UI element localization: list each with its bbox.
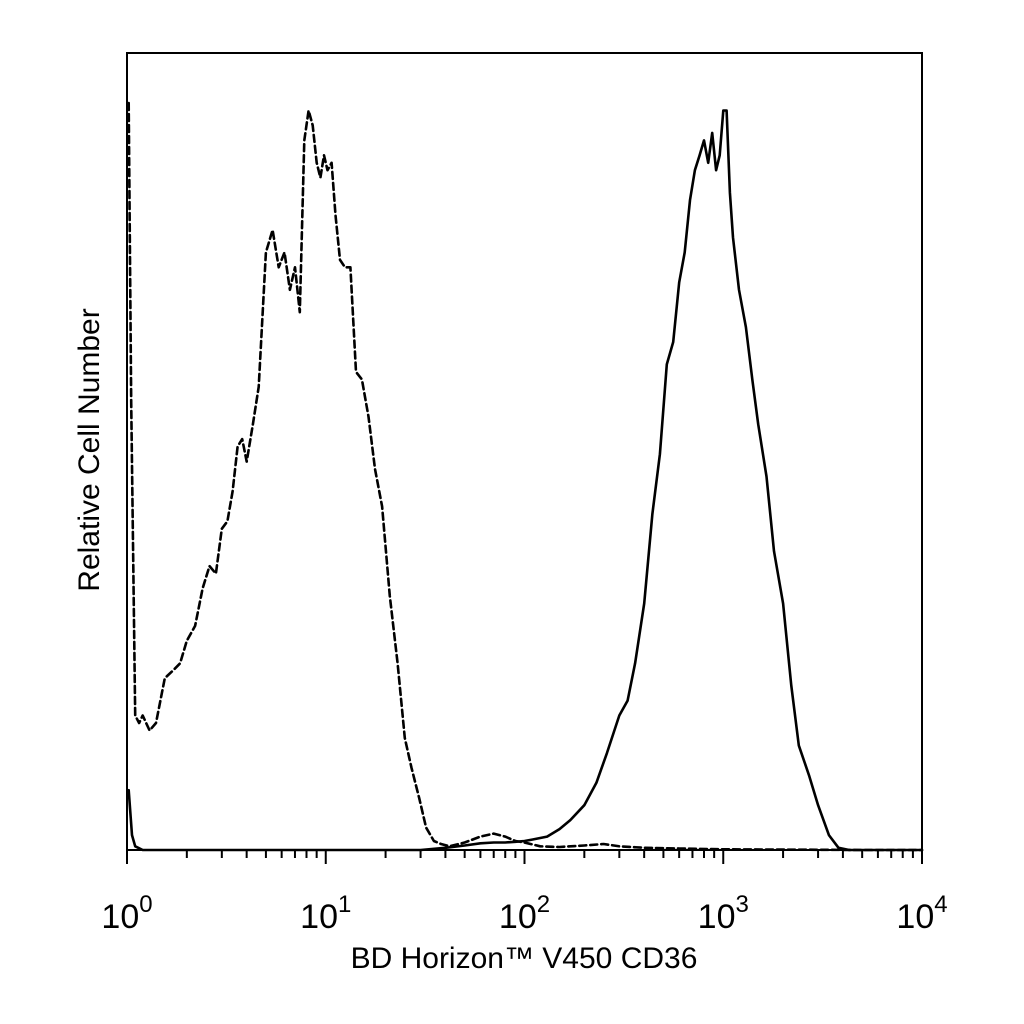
isotype-control-histogram — [127, 101, 924, 852]
x-tick-label: 103 — [698, 891, 749, 936]
x-tick-label: 104 — [896, 891, 947, 936]
y-axis-title: Relative Cell Number — [73, 308, 106, 591]
x-axis-tick-labels: 100 101 102 103 104 — [101, 891, 947, 936]
series-layer — [127, 101, 924, 852]
x-tick-label: 102 — [499, 891, 550, 936]
plot-frame — [126, 52, 923, 851]
stained-histogram — [127, 109, 924, 852]
x-tick-label: 100 — [101, 891, 152, 936]
x-axis-title: BD Horizon™ V450 CD36 — [351, 942, 698, 975]
x-tick-label: 101 — [300, 891, 351, 936]
x-axis-ticks — [126, 850, 923, 864]
